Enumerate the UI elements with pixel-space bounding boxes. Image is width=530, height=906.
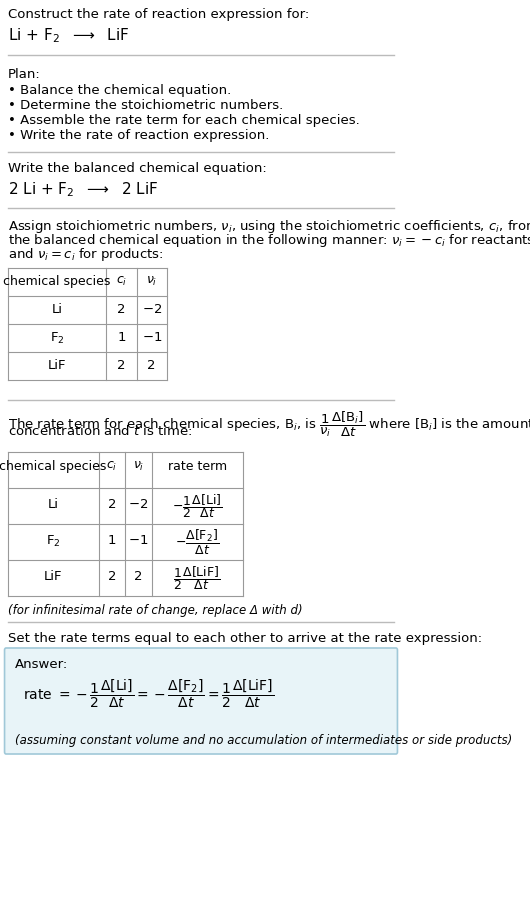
- Text: and $\nu_i = c_i$ for products:: and $\nu_i = c_i$ for products:: [7, 246, 163, 263]
- Text: • Balance the chemical equation.: • Balance the chemical equation.: [7, 84, 231, 97]
- Text: 2: 2: [117, 303, 126, 316]
- Text: • Write the rate of reaction expression.: • Write the rate of reaction expression.: [7, 129, 269, 142]
- Text: Li + F$_2$  $\longrightarrow$  LiF: Li + F$_2$ $\longrightarrow$ LiF: [7, 26, 129, 44]
- Text: $-\dfrac{\Delta[\mathrm{F_2}]}{\Delta t}$: $-\dfrac{\Delta[\mathrm{F_2}]}{\Delta t}…: [175, 528, 219, 557]
- Text: $-\dfrac{1}{2}\dfrac{\Delta[\mathrm{Li}]}{\Delta t}$: $-\dfrac{1}{2}\dfrac{\Delta[\mathrm{Li}]…: [172, 492, 223, 520]
- Text: LiF: LiF: [44, 570, 63, 583]
- FancyBboxPatch shape: [5, 648, 398, 754]
- Text: $-$2: $-$2: [142, 303, 162, 316]
- Text: the balanced chemical equation in the following manner: $\nu_i = -c_i$ for react: the balanced chemical equation in the fo…: [7, 232, 530, 249]
- Text: 1: 1: [108, 534, 116, 547]
- Text: concentration and $t$ is time:: concentration and $t$ is time:: [7, 424, 192, 438]
- Text: Assign stoichiometric numbers, $\nu_i$, using the stoichiometric coefficients, $: Assign stoichiometric numbers, $\nu_i$, …: [7, 218, 530, 235]
- Text: F$_2$: F$_2$: [46, 534, 60, 549]
- Text: 2: 2: [147, 359, 156, 372]
- Text: rate term: rate term: [167, 460, 227, 473]
- Text: $\dfrac{1}{2}\dfrac{\Delta[\mathrm{LiF}]}{\Delta t}$: $\dfrac{1}{2}\dfrac{\Delta[\mathrm{LiF}]…: [173, 564, 221, 592]
- Text: $-$1: $-$1: [128, 534, 148, 547]
- Text: $c_i$: $c_i$: [116, 275, 127, 288]
- Text: 2: 2: [117, 359, 126, 372]
- Text: • Assemble the rate term for each chemical species.: • Assemble the rate term for each chemic…: [7, 114, 359, 127]
- Text: Answer:: Answer:: [15, 658, 68, 671]
- Text: Write the balanced chemical equation:: Write the balanced chemical equation:: [7, 162, 267, 175]
- Text: • Determine the stoichiometric numbers.: • Determine the stoichiometric numbers.: [7, 99, 283, 112]
- Text: The rate term for each chemical species, B$_i$, is $\dfrac{1}{\nu_i}\dfrac{\Delt: The rate term for each chemical species,…: [7, 410, 530, 439]
- Text: Li: Li: [51, 303, 63, 316]
- Text: chemical species: chemical species: [3, 275, 111, 288]
- Text: Set the rate terms equal to each other to arrive at the rate expression:: Set the rate terms equal to each other t…: [7, 632, 482, 645]
- Text: 2: 2: [108, 570, 116, 583]
- Text: $\nu_i$: $\nu_i$: [132, 460, 144, 473]
- Text: Plan:: Plan:: [7, 68, 40, 81]
- Text: 2: 2: [134, 570, 143, 583]
- Text: F$_2$: F$_2$: [50, 331, 64, 346]
- Text: $c_i$: $c_i$: [106, 460, 118, 473]
- Text: (assuming constant volume and no accumulation of intermediates or side products): (assuming constant volume and no accumul…: [15, 734, 513, 747]
- Text: 1: 1: [117, 331, 126, 344]
- Text: Li: Li: [48, 498, 59, 511]
- Text: 2: 2: [108, 498, 116, 511]
- Text: (for infinitesimal rate of change, replace Δ with d): (for infinitesimal rate of change, repla…: [7, 604, 302, 617]
- Text: chemical species: chemical species: [0, 460, 107, 473]
- Text: $-$1: $-$1: [142, 331, 162, 344]
- Text: 2 Li + F$_2$  $\longrightarrow$  2 LiF: 2 Li + F$_2$ $\longrightarrow$ 2 LiF: [7, 180, 158, 198]
- Text: LiF: LiF: [48, 359, 66, 372]
- Text: $\nu_i$: $\nu_i$: [146, 275, 157, 288]
- Text: $-$2: $-$2: [128, 498, 148, 511]
- Text: Construct the rate of reaction expression for:: Construct the rate of reaction expressio…: [7, 8, 309, 21]
- Text: rate $= -\dfrac{1}{2}\dfrac{\Delta[\mathrm{Li}]}{\Delta t} = -\dfrac{\Delta[\mat: rate $= -\dfrac{1}{2}\dfrac{\Delta[\math…: [23, 678, 274, 710]
